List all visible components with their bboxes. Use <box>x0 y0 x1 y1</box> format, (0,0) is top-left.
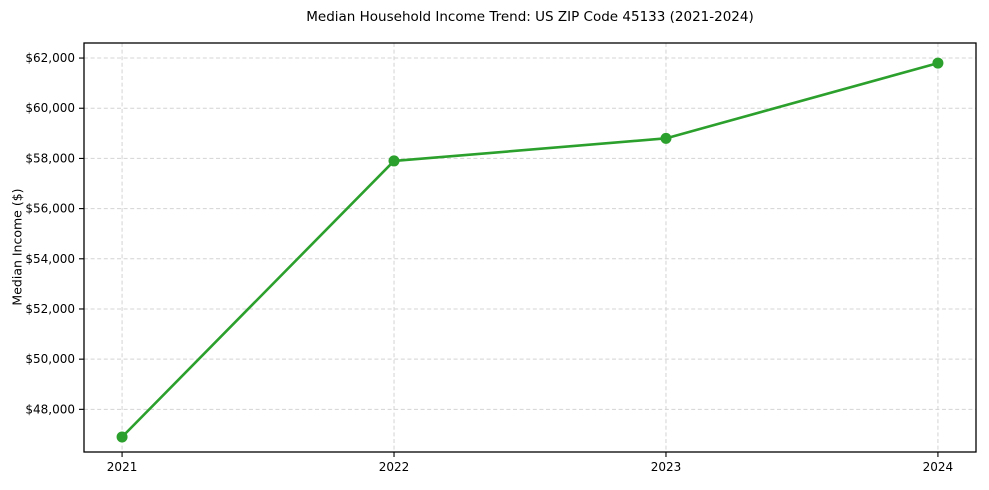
y-tick-label: $48,000 <box>25 402 75 416</box>
y-tick-label: $58,000 <box>25 151 75 165</box>
x-tick-label: 2021 <box>107 460 138 474</box>
income-line <box>120 61 940 439</box>
y-tick-label: $56,000 <box>25 202 75 216</box>
x-tick-label: 2024 <box>923 460 954 474</box>
y-tick-label: $54,000 <box>25 252 75 266</box>
y-tick-label: $60,000 <box>25 101 75 115</box>
chart-title: Median Household Income Trend: US ZIP Co… <box>306 9 754 25</box>
y-tick-label: $62,000 <box>25 51 75 65</box>
y-tick-label: $50,000 <box>25 352 75 366</box>
data-point-2023 <box>660 132 672 144</box>
x-tick-label: 2023 <box>651 460 682 474</box>
plot-border <box>83 42 977 453</box>
x-tick-label: 2022 <box>379 460 410 474</box>
data-point-2022 <box>388 155 400 167</box>
data-point-2024 <box>932 57 944 69</box>
data-point-2021 <box>116 431 128 443</box>
y-tick-label: $52,000 <box>25 302 75 316</box>
